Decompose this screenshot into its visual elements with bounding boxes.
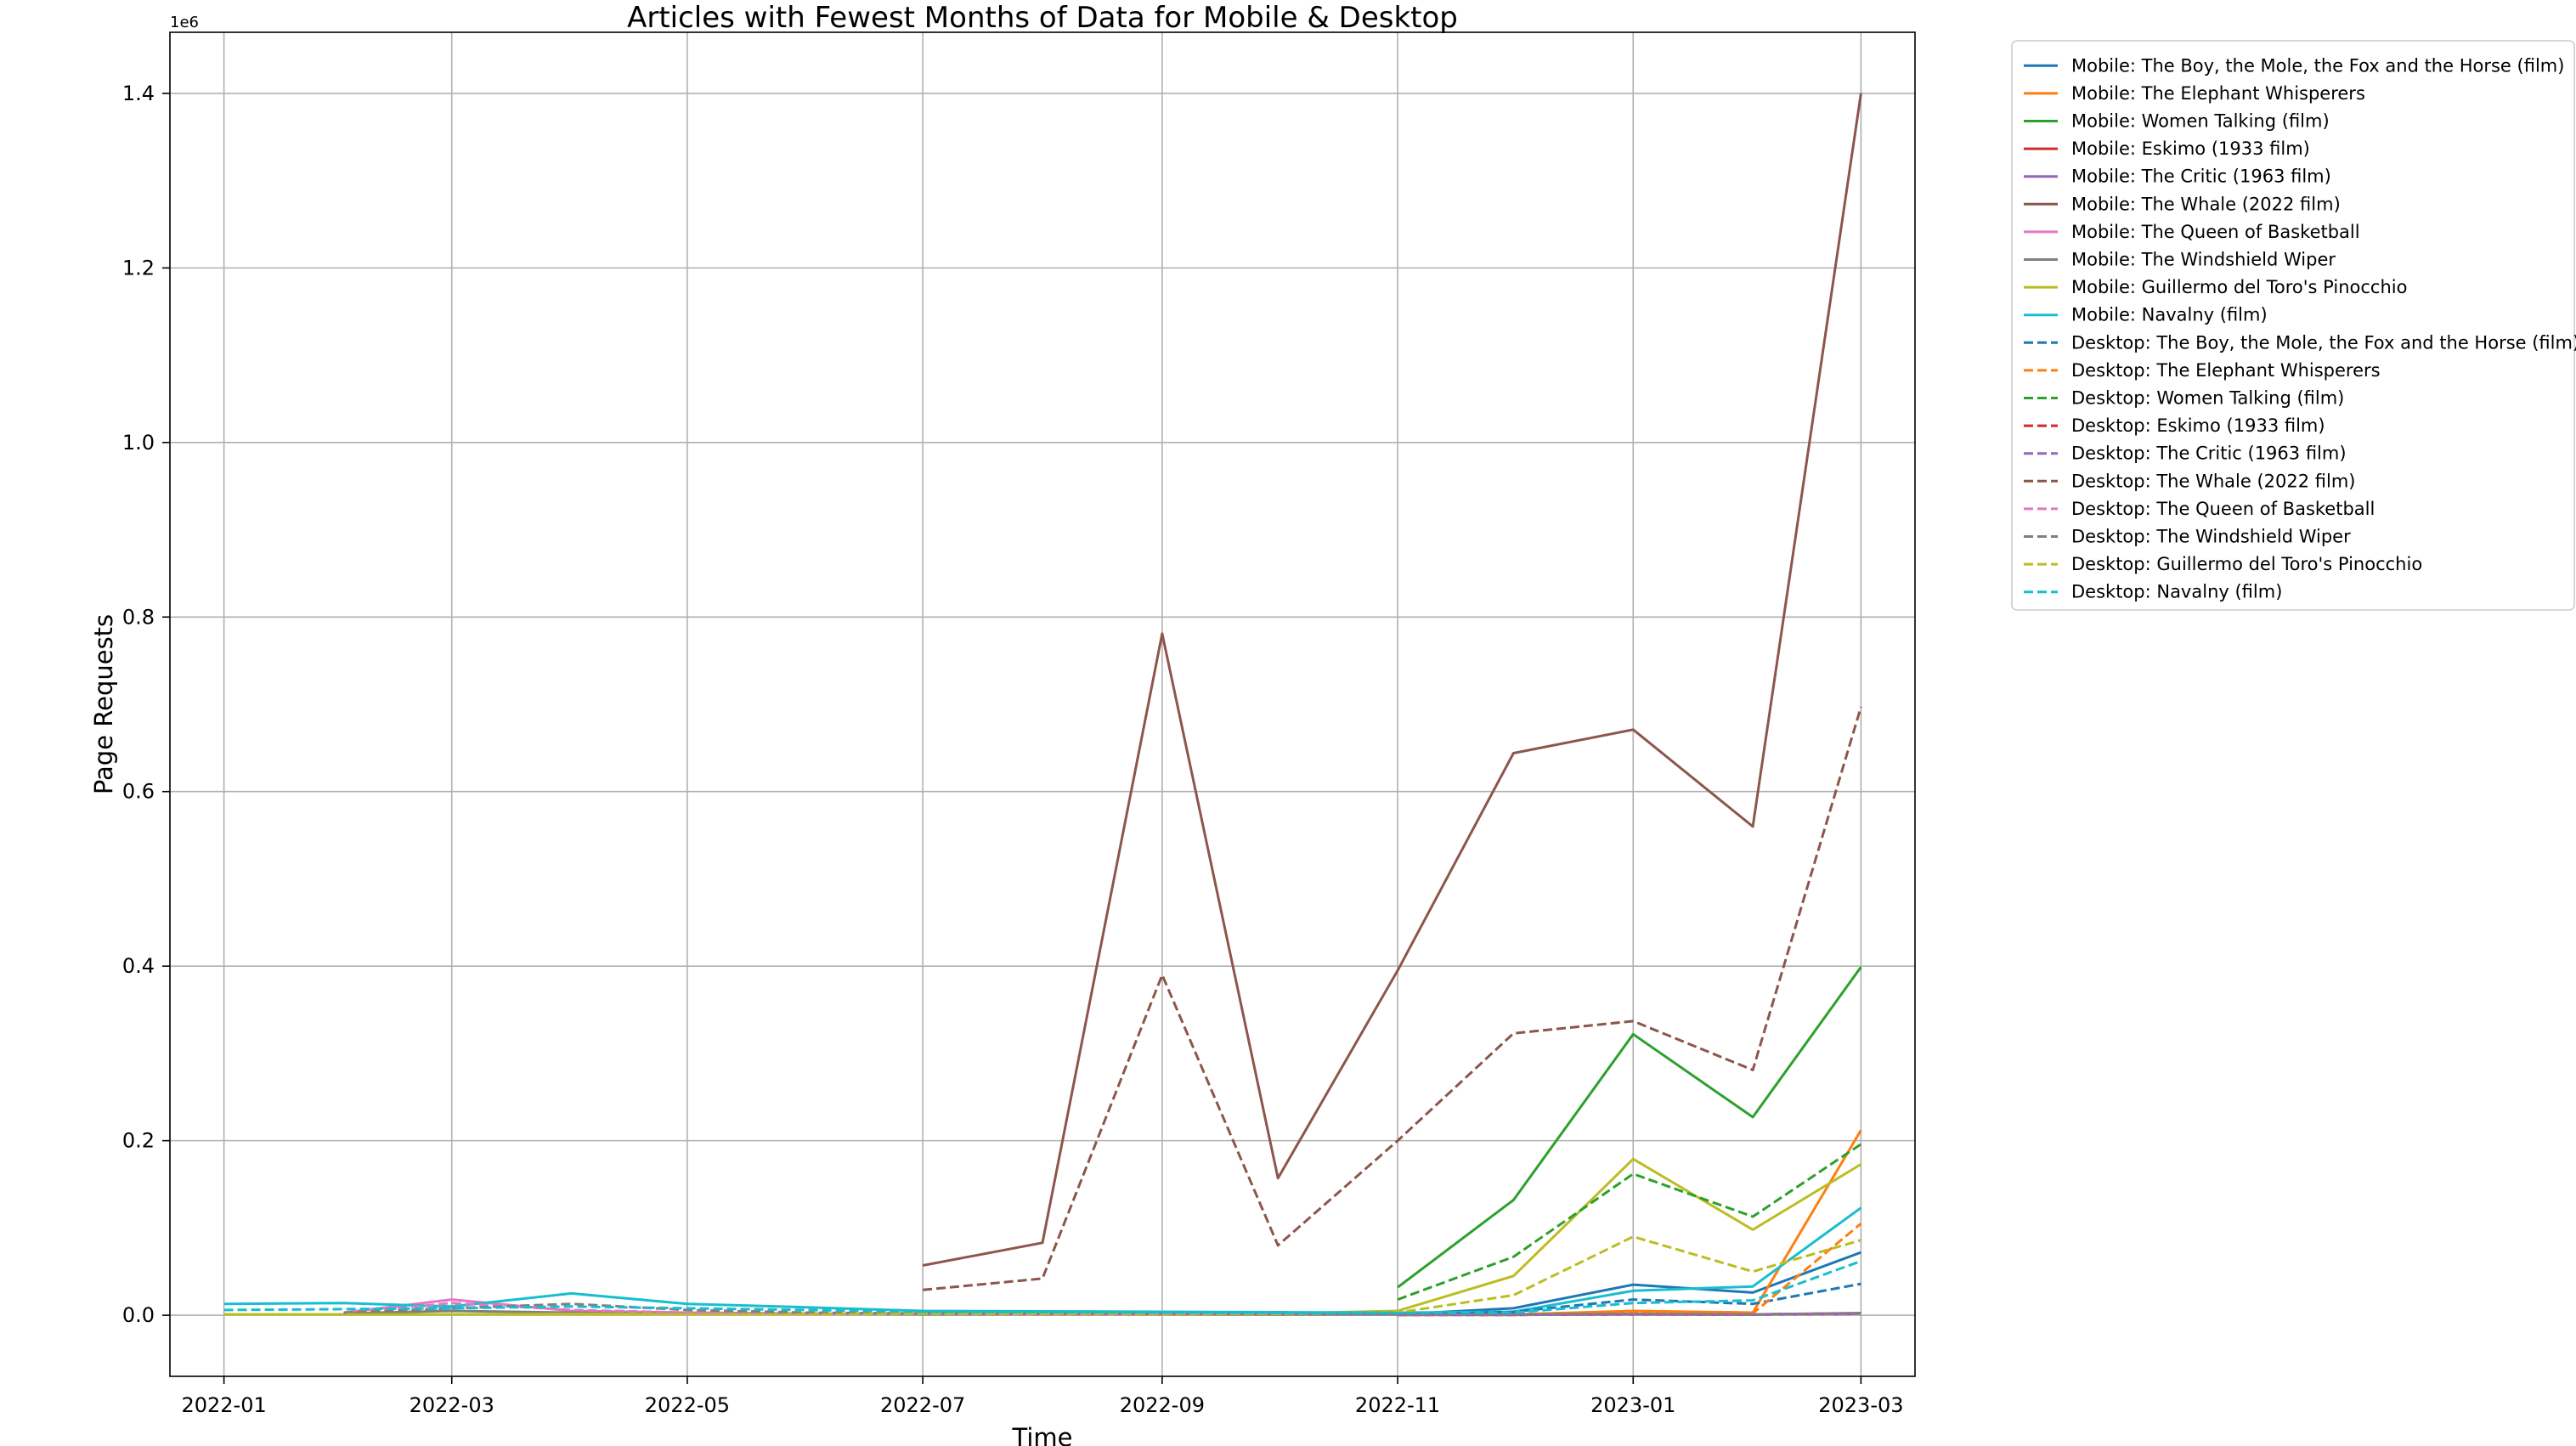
- y-tick-label: 1.0: [122, 431, 155, 455]
- legend-label: Mobile: The Boy, the Mole, the Fox and t…: [2071, 55, 2564, 76]
- series-line-19: [223, 1235, 1861, 1316]
- legend-label: Desktop: The Boy, the Mole, the Fox and …: [2071, 332, 2576, 353]
- series-line-6: [922, 93, 1862, 1267]
- y-tick-label: 0.2: [122, 1129, 155, 1153]
- legend-box: [2011, 40, 2575, 611]
- x-axis-title: Time: [1012, 1423, 1073, 1446]
- legend-label: Desktop: Eskimo (1933 film): [2071, 415, 2325, 436]
- x-tick-label: 2022-07: [880, 1393, 965, 1417]
- y-tick-label: 1.4: [122, 82, 155, 105]
- legend-label: Mobile: Navalny (film): [2071, 305, 2268, 325]
- legend-label: Mobile: The Critic (1963 film): [2071, 167, 2331, 187]
- plot-area-frame: [169, 31, 1916, 1377]
- series-line-1: [1398, 1251, 1861, 1316]
- legend-label: Mobile: Women Talking (film): [2071, 111, 2330, 132]
- legend-label: Mobile: The Elephant Whisperers: [2071, 83, 2365, 104]
- chart-title: Articles with Fewest Months of Data for …: [627, 1, 1458, 35]
- legend-label: Desktop: Guillermo del Toro's Pinocchio: [2071, 554, 2422, 574]
- series-line-13: [1397, 1143, 1862, 1302]
- legend-label: Desktop: Navalny (film): [2071, 582, 2282, 602]
- series-lines: [223, 93, 1862, 1317]
- x-tick-label: 2023-01: [1590, 1393, 1675, 1417]
- x-tick-label: 2022-05: [645, 1393, 730, 1417]
- x-tick-label: 2022-09: [1120, 1393, 1205, 1417]
- y-tick-label: 0.6: [122, 780, 155, 804]
- y-tick-label: 0.4: [122, 954, 155, 978]
- y-tick-label: 1.2: [122, 256, 155, 280]
- series-line-18: [343, 1302, 1861, 1316]
- legend-label: Mobile: The Windshield Wiper: [2071, 250, 2336, 270]
- legend-label: Desktop: The Whale (2022 film): [2071, 471, 2355, 491]
- series-line-3: [1397, 966, 1862, 1289]
- legend-label: Desktop: The Queen of Basketball: [2071, 499, 2375, 519]
- legend-label: Desktop: The Elephant Whisperers: [2071, 360, 2381, 381]
- legend-label: Mobile: Guillermo del Toro's Pinocchio: [2071, 277, 2407, 297]
- x-tick-label: 2022-01: [181, 1393, 266, 1417]
- y-axis-title: Page Requests: [89, 614, 118, 794]
- legend: Mobile: The Boy, the Mole, the Fox and t…: [2011, 40, 2576, 611]
- legend-label: Desktop: The Windshield Wiper: [2071, 527, 2351, 547]
- axis-ticks: 2022-01 2022-03 2022-05 2022-07 2022-09 2022-…: [122, 82, 1904, 1417]
- series-line-16: [922, 706, 1862, 1291]
- x-tick-label: 2022-03: [410, 1393, 494, 1417]
- y-axis-offset-label: 1e6: [170, 14, 199, 31]
- x-tick-label: 2022-11: [1355, 1393, 1440, 1417]
- legend-label: Desktop: Women Talking (film): [2071, 388, 2344, 409]
- series-line-20: [223, 1259, 1861, 1314]
- y-tick-label: 0.8: [122, 605, 155, 629]
- legend-label: Mobile: The Queen of Basketball: [2071, 222, 2360, 242]
- x-tick-label: 2023-03: [1818, 1393, 1903, 1417]
- y-tick-label: 0.0: [122, 1303, 155, 1327]
- legend-label: Mobile: Eskimo (1933 film): [2071, 138, 2310, 159]
- legend-label: Desktop: The Critic (1963 film): [2071, 443, 2347, 464]
- legend-label: Mobile: The Whale (2022 film): [2071, 194, 2341, 214]
